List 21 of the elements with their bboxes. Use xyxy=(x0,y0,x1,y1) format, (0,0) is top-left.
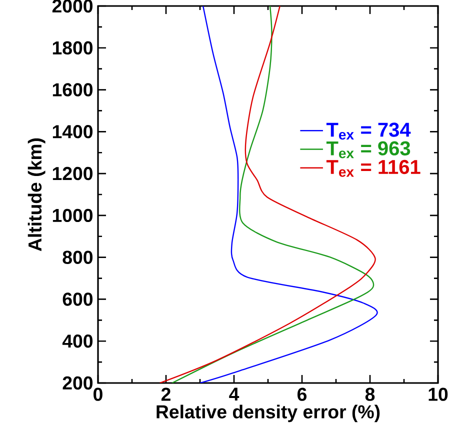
y-tick-label: 200 xyxy=(62,376,93,390)
y-tick-label: 800 xyxy=(62,250,93,264)
y-tick-label: 400 xyxy=(62,334,93,348)
legend-label: T$_{ex}$ = 963 xyxy=(326,141,410,158)
y-tick-label: 1400 xyxy=(52,125,93,138)
x-tick-label: 0 xyxy=(94,388,102,401)
line-series xyxy=(199,6,378,383)
x-tick-label: 10 xyxy=(428,388,448,401)
x-tick-label: 6 xyxy=(298,388,307,401)
legend-label: T$_{ex}$ = 734 xyxy=(326,122,411,140)
x-tick-label: 4 xyxy=(229,388,240,401)
y-tick-label: 1000 xyxy=(52,208,93,222)
y-tick-label: 1600 xyxy=(52,83,93,96)
y-tick-label: 600 xyxy=(62,292,93,306)
x-tick-label: 8 xyxy=(365,388,375,401)
x-axis-title: Relative density error (%) xyxy=(156,404,380,422)
legend-label: T$_{ex}$ = 1161 xyxy=(326,160,420,177)
y-tick-label: 1200 xyxy=(52,166,93,180)
y-axis-title: Altitude (km) xyxy=(28,138,46,252)
y-tick-label: 1800 xyxy=(52,41,93,54)
x-tick-label: 2 xyxy=(161,388,170,401)
